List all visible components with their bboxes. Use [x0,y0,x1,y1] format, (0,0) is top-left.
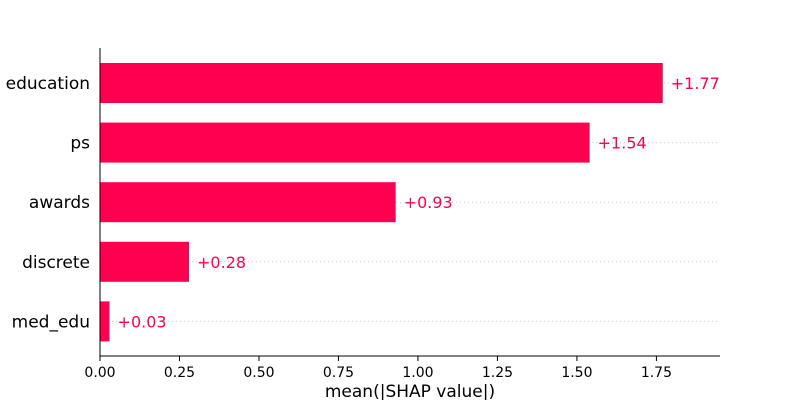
bar [100,241,190,282]
x-tick-label: 1.25 [482,365,513,381]
value-label: +1.77 [671,74,720,93]
bar [100,122,590,163]
x-axis-label: mean(|SHAP value|) [325,382,495,400]
x-tick-label: 0.00 [84,365,115,381]
x-tick-label: 0.25 [164,365,195,381]
category-label: discrete [22,253,90,273]
value-label: +1.54 [598,134,647,153]
x-tick-label: 0.75 [323,365,354,381]
bar [100,182,396,223]
x-tick-label: 0.50 [243,365,274,381]
x-tick-label: 1.00 [402,365,433,381]
category-label: awards [29,193,90,213]
bar [100,63,663,103]
x-axis-ticks: 0.00 0.25 0.50 0.75 1.00 1.25 1.50 1.75 [84,356,672,381]
category-label: med_edu [12,312,90,332]
category-label: ps [70,134,90,154]
value-labels: +1.77 +1.54 +0.93 +0.28 +0.03 [118,74,720,331]
category-labels: education ps awards discrete med_edu [6,74,91,332]
category-label: education [6,74,90,94]
value-label: +0.28 [197,253,246,272]
bars [100,63,663,342]
x-tick-label: 1.75 [641,365,672,381]
bar [100,301,110,342]
value-label: +0.93 [404,193,453,212]
x-tick-label: 1.50 [561,365,592,381]
value-label: +0.03 [118,312,167,331]
